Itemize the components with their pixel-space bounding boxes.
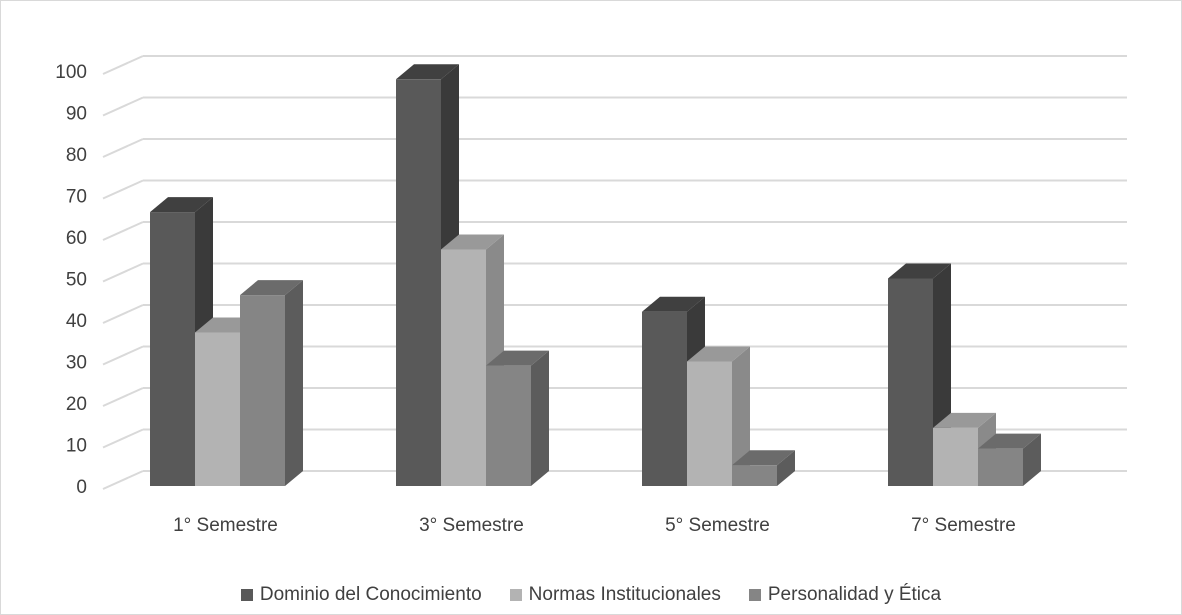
legend-swatch bbox=[240, 589, 253, 601]
y-tick-label: 30 bbox=[66, 353, 87, 374]
legend: Dominio del Conocimiento Normas Instituci… bbox=[0, 584, 1182, 606]
gridline-diagonal bbox=[102, 179, 144, 200]
gridline-diagonal bbox=[102, 262, 144, 283]
y-tick-label: 80 bbox=[66, 145, 87, 166]
bar-front bbox=[732, 465, 777, 486]
x-category-label: 3° Semestre bbox=[419, 515, 524, 536]
legend-label: Personalidad y Ética bbox=[767, 584, 942, 605]
legend-item: Dominio del Conocimiento bbox=[240, 584, 482, 606]
bar-top bbox=[396, 64, 459, 80]
bar-top bbox=[441, 234, 504, 250]
y-tick-label: 20 bbox=[66, 394, 87, 415]
bars bbox=[150, 64, 1041, 487]
bar-front bbox=[888, 278, 933, 486]
y-tick-label: 60 bbox=[66, 228, 87, 249]
legend-item: Normas Institucionales bbox=[509, 584, 721, 606]
legend-swatch bbox=[509, 589, 522, 601]
bar-side bbox=[732, 346, 750, 486]
x-category-label: 7° Semestre bbox=[911, 515, 1016, 536]
legend-label: Normas Institucionales bbox=[528, 584, 721, 605]
gridline-diagonal bbox=[102, 138, 144, 158]
bar-top bbox=[732, 450, 795, 466]
y-tick-label: 10 bbox=[66, 436, 87, 457]
legend-swatch bbox=[748, 589, 761, 601]
gridline-diagonal bbox=[102, 387, 144, 407]
y-tick-label: 70 bbox=[66, 187, 87, 208]
legend-item: Personalidad y Ética bbox=[748, 584, 942, 606]
bar-top bbox=[978, 433, 1041, 449]
bar-front bbox=[642, 311, 687, 486]
legend-label: Dominio del Conocimiento bbox=[259, 584, 482, 605]
bar-front bbox=[150, 212, 195, 486]
bar-front bbox=[195, 332, 240, 486]
bar-top bbox=[888, 263, 951, 279]
bar-top bbox=[687, 346, 750, 362]
bar-side bbox=[531, 350, 549, 486]
bar-top bbox=[486, 350, 549, 366]
bar-front bbox=[441, 249, 486, 486]
bar-front bbox=[687, 361, 732, 486]
bar-top bbox=[642, 296, 705, 312]
bar-front bbox=[978, 448, 1023, 486]
bar bbox=[732, 450, 795, 486]
y-tick-label: 90 bbox=[66, 104, 87, 125]
bar bbox=[687, 346, 750, 486]
gridline-diagonal bbox=[102, 345, 144, 366]
bar-front bbox=[933, 427, 978, 486]
bar bbox=[978, 433, 1041, 486]
bar-front bbox=[240, 295, 285, 486]
gridline-diagonal bbox=[102, 96, 144, 117]
bar bbox=[486, 350, 549, 486]
x-category-label: 5° Semestre bbox=[665, 515, 770, 536]
bar bbox=[240, 280, 303, 486]
gridline-diagonal bbox=[102, 470, 144, 490]
bar-front bbox=[486, 365, 531, 486]
x-category-label: 1° Semestre bbox=[173, 515, 278, 536]
bar-top bbox=[240, 280, 303, 296]
bar-front bbox=[396, 79, 441, 487]
bar-side bbox=[1023, 433, 1041, 486]
bar-top bbox=[150, 197, 213, 213]
y-tick-label: 100 bbox=[55, 62, 87, 83]
y-tick-label: 0 bbox=[76, 477, 87, 498]
bar-side bbox=[285, 280, 303, 486]
bar-side bbox=[777, 450, 795, 486]
y-tick-label: 40 bbox=[66, 311, 87, 332]
gridlines bbox=[102, 55, 1127, 490]
gridline-diagonal bbox=[102, 55, 144, 75]
y-tick-label: 50 bbox=[66, 270, 87, 291]
gridline-diagonal bbox=[102, 304, 144, 324]
gridline-diagonal bbox=[102, 428, 144, 449]
bar-top bbox=[933, 412, 996, 428]
gridline-diagonal bbox=[102, 221, 144, 241]
